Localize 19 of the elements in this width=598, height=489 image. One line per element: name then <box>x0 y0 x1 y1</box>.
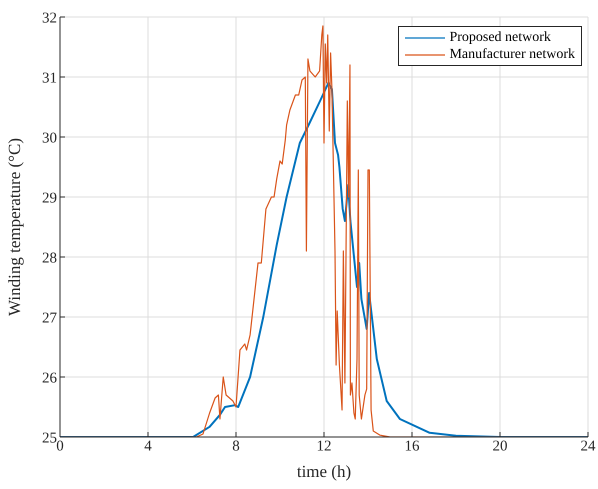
x-tick-label: 24 <box>580 438 596 455</box>
y-tick-label: 30 <box>42 130 57 146</box>
y-tick-label: 32 <box>42 10 57 26</box>
legend-label: Proposed network <box>449 29 551 46</box>
y-axis-title: Winding temperature (°C) <box>5 138 24 316</box>
y-tick-label: 31 <box>42 70 57 86</box>
x-tick-label: 8 <box>232 438 240 455</box>
y-tick-label: 29 <box>42 190 57 206</box>
x-tick-label: 20 <box>492 438 508 455</box>
x-tick-label: 0 <box>56 438 64 455</box>
y-tick-label: 28 <box>42 250 57 266</box>
legend-label: Manufacturer network <box>449 46 575 63</box>
y-tick-label: 26 <box>42 370 58 386</box>
x-tick-label: 16 <box>404 438 420 455</box>
y-tick-label: 27 <box>42 310 58 326</box>
x-tick-label: 4 <box>144 438 152 455</box>
x-tick-label: 12 <box>316 438 332 455</box>
y-tick-label: 25 <box>42 430 57 446</box>
x-axis-title: time (h) <box>296 462 352 481</box>
